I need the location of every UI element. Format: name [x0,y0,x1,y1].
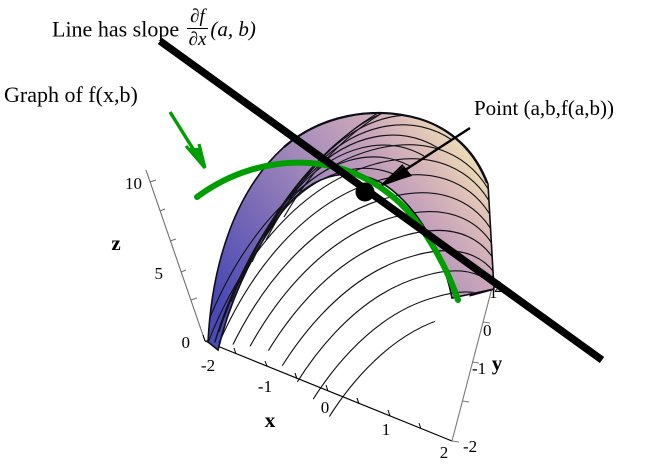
x-axis: -2 -1 0 1 2 x [201,334,453,462]
z-tick-label-5: 5 [155,264,164,283]
graph-annotation-arrow [168,111,207,170]
y-tick-label-0: 0 [483,321,492,340]
slope-annotation-args: (a, b) [210,16,256,41]
surface-top-rim [283,111,489,184]
partial-derivative-numerator: ∂f [190,6,205,27]
z-axis: 0 5 10 z [111,169,212,352]
y-tick-label--2: -2 [463,437,477,456]
partial-derivative-fraction: ∂f ∂x [186,6,209,50]
cross-section-curve [194,159,461,303]
partial-derivative-denominator: ∂x [186,27,209,50]
y-tick-label-1: 1 [489,283,498,302]
z-axis-label: z [111,231,120,255]
x-tick-label-2: 2 [440,443,449,462]
z-tick-label-0: 0 [182,333,191,352]
surface-gridlines [208,113,494,441]
tangent-line [157,37,605,364]
y-axis: -2 -1 0 1 2 y [451,277,503,456]
graph-annotation-label: Graph of f(x,b) [4,82,138,107]
slope-annotation-label: Line has slope ∂f ∂x (a, b) [52,6,256,51]
y-tick-label--1: -1 [472,359,486,378]
point-annotation-arrow [381,126,471,187]
point-annotation-label: Point (a,b,f(a,b)) [474,96,614,120]
x-tick-label-1: 1 [382,420,391,439]
x-tick-label--2: -2 [201,356,215,375]
y-axis-label: y [492,351,503,375]
z-tick-label-10: 10 [125,174,142,193]
tangency-point-marker [355,182,375,202]
x-axis-label: x [265,408,276,432]
slope-annotation-lead: Line has slope [52,16,185,42]
x-tick-label-0: 0 [321,398,330,417]
x-tick-label--1: -1 [258,377,272,396]
